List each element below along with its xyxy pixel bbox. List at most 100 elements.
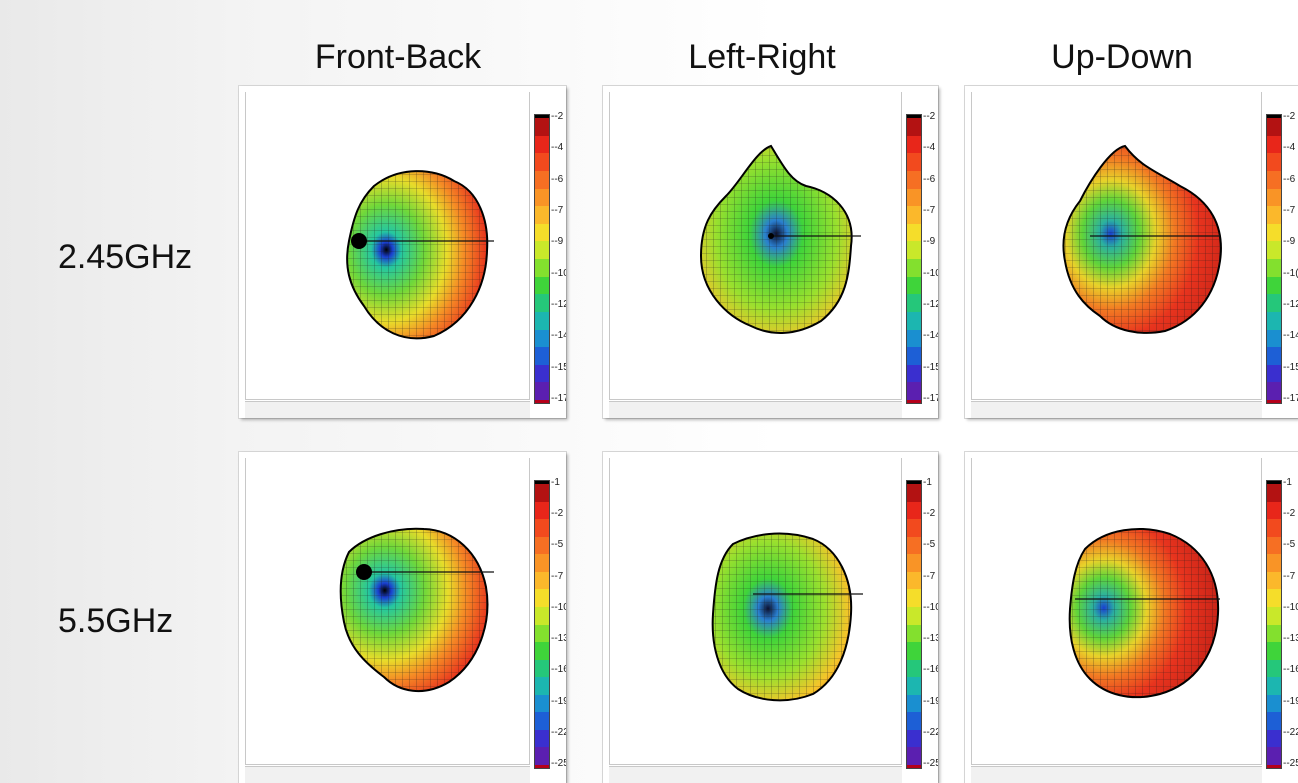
pattern-panel-5-5ghz-front-back: -1 --2 --5 --7 --10 --13 --16 --19 --22 --25 bbox=[239, 452, 566, 783]
colorbar-segment bbox=[535, 554, 549, 572]
radiation-pattern-shape bbox=[711, 532, 863, 702]
colorbar-segment bbox=[907, 606, 921, 625]
colorbar-segment bbox=[1267, 712, 1281, 730]
pattern-panel-2-45ghz-up-down: --2 --4 --6 --7 --9 --1(--12 --14 --15 --17 bbox=[965, 86, 1298, 418]
colorbar-segment bbox=[1267, 223, 1281, 242]
colorbar-segment bbox=[907, 206, 921, 224]
colorbar-segment bbox=[1267, 118, 1281, 136]
colorbar-tick-label: --6 bbox=[1283, 173, 1296, 185]
colorbar-tick-label: --25 bbox=[923, 758, 938, 769]
colorbar-segment bbox=[907, 694, 921, 713]
plot-scrollbar bbox=[971, 401, 1262, 418]
colorbar-segment bbox=[1267, 206, 1281, 224]
colorbar-tick-label: --19 bbox=[551, 695, 566, 707]
colorbar bbox=[906, 480, 922, 769]
colorbar-segment bbox=[535, 115, 549, 118]
colorbar-segment bbox=[1267, 481, 1281, 484]
colorbar-segment bbox=[907, 188, 921, 207]
column-header-up-down: Up-Down bbox=[1051, 38, 1193, 76]
radiation-pattern-shape bbox=[1068, 528, 1220, 699]
colorbar-tick-label: --14 bbox=[1283, 330, 1298, 342]
colorbar bbox=[1266, 480, 1282, 769]
colorbar-segment bbox=[1267, 536, 1281, 555]
colorbar-segment bbox=[1267, 347, 1281, 365]
colorbar bbox=[534, 480, 550, 769]
colorbar-tick-label: --6 bbox=[923, 173, 936, 185]
colorbar-tick-label: --15 bbox=[923, 361, 938, 373]
colorbar-tick-label: --7 bbox=[551, 205, 564, 216]
colorbar-segment bbox=[907, 223, 921, 242]
pattern-panel-5-5ghz-up-down: -1 --2 --5 --7 --10 --13 --16 --19 --22 --25 bbox=[965, 452, 1298, 783]
colorbar-tick-label: --14 bbox=[551, 330, 566, 342]
colorbar-tick-label: --1( bbox=[1283, 267, 1298, 279]
colorbar-segment bbox=[907, 729, 921, 748]
colorbar-tick-label: --2 bbox=[923, 508, 936, 520]
colorbar-segment bbox=[1267, 624, 1281, 643]
colorbar-tick-label: --10 bbox=[551, 267, 566, 279]
colorbar-segment bbox=[1267, 311, 1281, 330]
colorbar-segment bbox=[907, 481, 921, 484]
colorbar-tick-label: --6 bbox=[551, 173, 564, 185]
colorbar-segment bbox=[907, 659, 921, 678]
colorbar-segment bbox=[535, 400, 549, 403]
colorbar-segment bbox=[907, 382, 921, 400]
colorbar-segment bbox=[535, 241, 549, 259]
plot-area bbox=[971, 92, 1262, 400]
colorbar-segment bbox=[535, 589, 549, 607]
plot-area bbox=[971, 458, 1262, 765]
colorbar-segment bbox=[535, 329, 549, 348]
colorbar-segment bbox=[907, 347, 921, 365]
colorbar-tick-label: --17 bbox=[551, 393, 566, 404]
colorbar-segment bbox=[1267, 259, 1281, 277]
plot-scrollbar bbox=[609, 766, 902, 783]
colorbar-segment bbox=[535, 501, 549, 520]
colorbar-segment bbox=[1267, 501, 1281, 520]
colorbar-segment bbox=[535, 276, 549, 295]
colorbar bbox=[534, 114, 550, 404]
colorbar-segment bbox=[535, 659, 549, 678]
colorbar-tick-label: --4 bbox=[1283, 142, 1296, 154]
colorbar-segment bbox=[907, 589, 921, 607]
colorbar-tick-label: --14 bbox=[923, 330, 938, 342]
colorbar-segment bbox=[1267, 294, 1281, 312]
colorbar-segment bbox=[1267, 747, 1281, 765]
colorbar-segment bbox=[1267, 484, 1281, 502]
colorbar-segment bbox=[535, 135, 549, 154]
colorbar-segment bbox=[907, 519, 921, 537]
colorbar-tick-label: --17 bbox=[1283, 393, 1298, 404]
colorbar-segment bbox=[535, 481, 549, 484]
colorbar-tick-label: -1 bbox=[1283, 477, 1292, 488]
colorbar-segment bbox=[535, 188, 549, 207]
colorbar-segment bbox=[535, 170, 549, 189]
colorbar-segment bbox=[1267, 135, 1281, 154]
pattern-panel-5-5ghz-left-right: -1 --2 --5 --7 --10 --13 --16 --19 --22 --25 bbox=[603, 452, 938, 783]
colorbar-tick-label: --25 bbox=[551, 758, 566, 769]
colorbar-tick-label: --7 bbox=[923, 205, 936, 216]
colorbar-segment bbox=[1267, 659, 1281, 678]
colorbar-segment bbox=[907, 501, 921, 520]
colorbar-segment bbox=[1267, 519, 1281, 537]
colorbar-tick-label: --7 bbox=[1283, 205, 1296, 216]
colorbar-segment bbox=[535, 694, 549, 713]
plot-area bbox=[245, 458, 530, 765]
colorbar-segment bbox=[907, 554, 921, 572]
colorbar-tick-label: --22 bbox=[551, 726, 566, 738]
plot-area bbox=[609, 458, 902, 765]
colorbar-tick-label: --15 bbox=[551, 361, 566, 373]
colorbar-tick-label: --2 bbox=[551, 111, 564, 122]
colorbar-tick-label: --2 bbox=[923, 111, 936, 122]
radiation-pattern-shape bbox=[346, 170, 494, 340]
colorbar-segment bbox=[1267, 606, 1281, 625]
colorbar-segment bbox=[1267, 364, 1281, 383]
colorbar-segment bbox=[1267, 382, 1281, 400]
colorbar-tick-label: --9 bbox=[1283, 236, 1296, 248]
column-header-left-right: Left-Right bbox=[688, 38, 836, 76]
colorbar-segment bbox=[907, 624, 921, 643]
colorbar-segment bbox=[907, 329, 921, 348]
colorbar-segment bbox=[535, 677, 549, 695]
colorbar-tick-label: --13 bbox=[551, 633, 566, 645]
colorbar-tick-label: --5 bbox=[923, 539, 936, 551]
colorbar-segment bbox=[907, 364, 921, 383]
colorbar-segment bbox=[535, 729, 549, 748]
colorbar-segment bbox=[1267, 642, 1281, 660]
